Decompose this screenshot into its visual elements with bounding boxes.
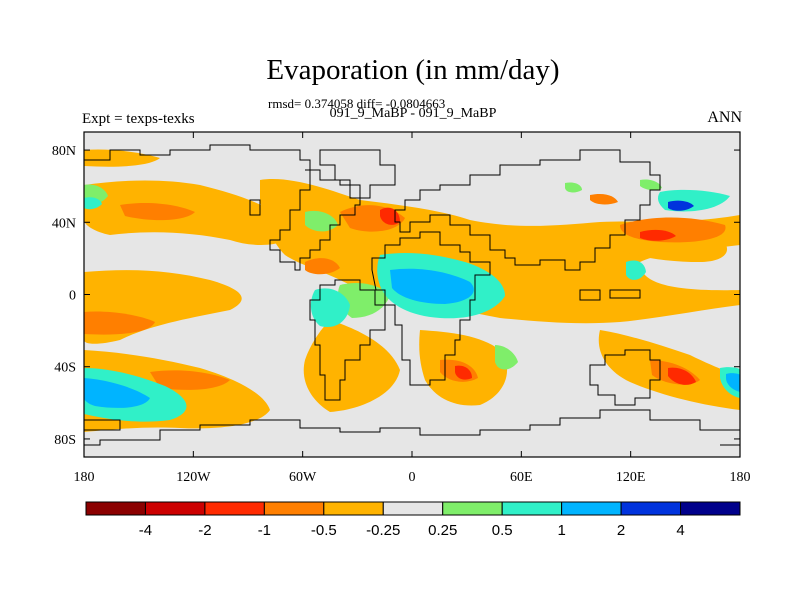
colorbar-swatch — [620, 501, 682, 516]
coastlines — [84, 144, 740, 446]
x-tick-label: 120E — [616, 470, 646, 485]
x-axis-ticks: 180 120W 60W 0 60E 120E 180 — [74, 132, 751, 485]
colorbar-swatch — [85, 501, 146, 516]
colorbar-label: 1 — [557, 522, 565, 539]
colorbar-label: -2 — [198, 522, 211, 539]
x-tick-label: 60W — [289, 470, 317, 485]
y-tick-label: 40N — [52, 216, 76, 231]
blue-contours — [84, 268, 740, 408]
y-tick-label: 80N — [52, 144, 76, 159]
colorbar-swatch — [561, 501, 622, 516]
colorbar-label: 0.25 — [428, 522, 457, 539]
colorbar-label: 4 — [676, 522, 684, 539]
colorbar-swatch — [204, 501, 265, 516]
colorbar-label: -1 — [258, 522, 271, 539]
colorbar-label: -0.5 — [311, 522, 337, 539]
x-tick-label: 0 — [409, 470, 416, 485]
contour-fills — [84, 144, 740, 446]
colorbar-swatch — [680, 501, 741, 516]
rmsd-diff-stats: rmsd= 0.374058 diff= -0.0804663 — [268, 96, 446, 111]
colorbar-swatch — [144, 501, 206, 516]
colorbar-swatch — [323, 501, 384, 516]
x-tick-label: 180 — [730, 470, 751, 485]
experiment-label: Expt = texps-texks — [82, 111, 195, 127]
colorbar-label: 0.5 — [492, 522, 513, 539]
y-tick-label: 0 — [69, 289, 76, 304]
colorbar-swatch — [263, 501, 325, 516]
x-tick-label: 120W — [176, 470, 211, 485]
colorbar-label: -4 — [139, 522, 152, 539]
season-label: ANN — [707, 109, 742, 126]
colorbar-swatch — [442, 501, 503, 516]
y-tick-label: 40S — [54, 361, 76, 376]
x-tick-label: 180 — [74, 470, 95, 485]
colorbar-label: -0.25 — [366, 522, 400, 539]
dark-blue-contours — [668, 200, 694, 211]
chart-title: Evaporation (in mm/day) — [266, 54, 560, 86]
case-label: 091_9_MaBP - 091_9_MaBP — [329, 106, 497, 121]
colorbar-label: 2 — [617, 522, 625, 539]
colorbar-swatch — [501, 501, 563, 516]
colorbar-swatch — [382, 501, 444, 516]
y-axis-ticks: 80N 40N 0 40S 80S — [52, 144, 740, 448]
x-tick-label: 60E — [510, 470, 533, 485]
y-tick-label: 80S — [54, 433, 76, 448]
colorbar: -4 -2 -1 -0.5 -0.25 0.25 0.5 1 2 4 — [85, 501, 741, 539]
